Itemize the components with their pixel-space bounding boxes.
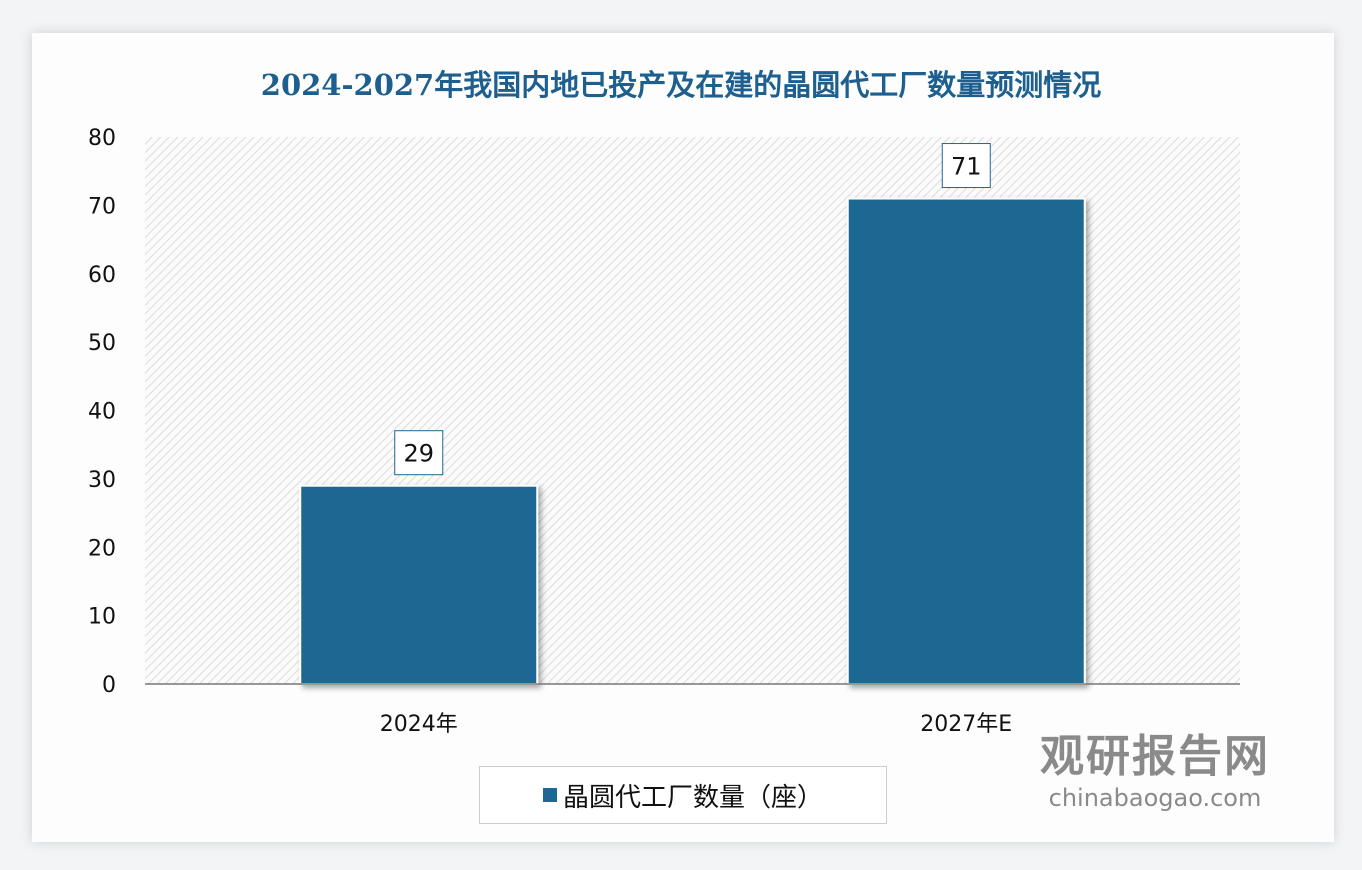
- y-tick-label: 50: [88, 331, 116, 356]
- x-tick-label: 2024年: [380, 712, 458, 737]
- y-tick-label: 60: [88, 263, 116, 288]
- bar: [299, 484, 539, 685]
- chart-title: 2024-2027年我国内地已投产及在建的晶圆代工厂数量预测情况: [260, 68, 1102, 102]
- y-tick-label: 40: [88, 400, 116, 425]
- data-label-box: [941, 143, 991, 189]
- y-tick-label: 20: [88, 536, 116, 561]
- watermark-logo: 观研报告网 chinabaogao.com: [1040, 731, 1270, 812]
- data-label-box: [394, 430, 444, 476]
- y-tick-label: 30: [88, 468, 116, 493]
- x-tick-label: 2027年E: [920, 712, 1012, 737]
- y-tick-label: 10: [88, 605, 116, 630]
- y-tick-label: 70: [88, 194, 116, 219]
- legend-label: 晶圆代工厂数量（座）: [562, 782, 823, 813]
- bar: [846, 197, 1086, 685]
- y-tick-label: 80: [88, 126, 116, 151]
- y-tick-label: 0: [102, 673, 116, 698]
- legend: 晶圆代工厂数量（座）: [479, 766, 887, 824]
- data-label: 29: [403, 440, 434, 468]
- legend-swatch: [542, 788, 557, 802]
- data-label: 71: [951, 153, 982, 181]
